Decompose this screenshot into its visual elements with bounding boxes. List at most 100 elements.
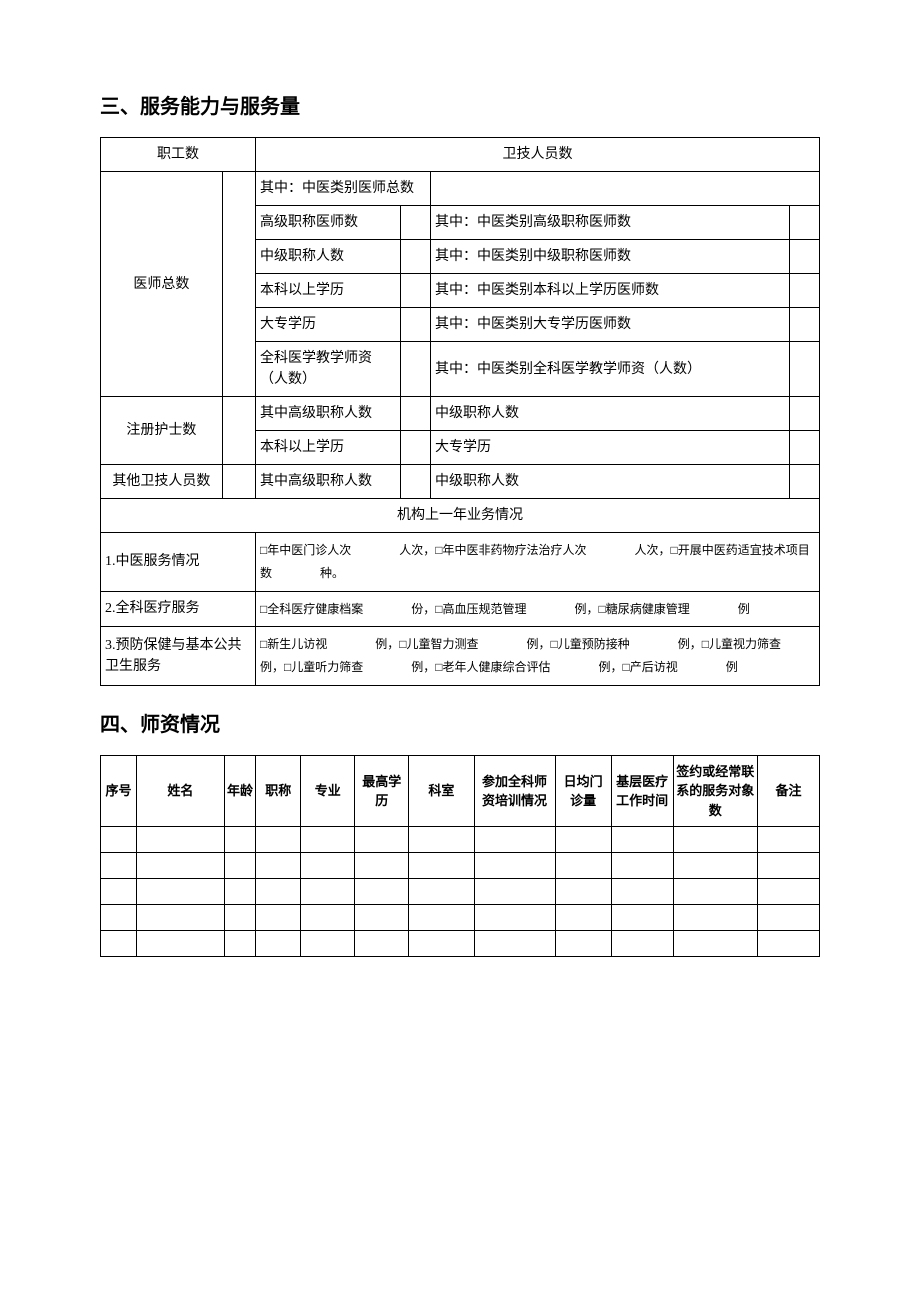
table-cell <box>224 879 256 905</box>
table-cell <box>224 931 256 957</box>
col-seq: 序号 <box>101 755 137 827</box>
doc-row5-av <box>401 342 431 397</box>
col-dept: 科室 <box>409 755 474 827</box>
biz0-text: □年中医门诊人次 人次，□年中医非药物疗法治疗人次 人次，□开展中医药适宜技术项… <box>256 533 820 592</box>
table-cell <box>611 931 673 957</box>
col-edu: 最高学历 <box>355 755 409 827</box>
table-cell <box>673 827 757 853</box>
others-bv <box>790 465 820 499</box>
table-row <box>101 905 820 931</box>
doc-row0-b <box>431 172 820 206</box>
doc-row4-bv <box>790 308 820 342</box>
table-cell <box>555 905 611 931</box>
col-age: 年龄 <box>224 755 256 827</box>
health-tech-label: 卫技人员数 <box>256 138 820 172</box>
table-cell <box>355 879 409 905</box>
table-cell <box>301 931 355 957</box>
doc-row3-a: 本科以上学历 <box>256 274 401 308</box>
table-cell <box>224 853 256 879</box>
section4-title: 四、师资情况 <box>100 708 820 737</box>
biz0-label: 1.中医服务情况 <box>101 533 256 592</box>
table-cell <box>611 827 673 853</box>
table-cell <box>673 905 757 931</box>
doc-row1-av <box>401 206 431 240</box>
others-value <box>222 465 255 499</box>
table-cell <box>101 827 137 853</box>
section3-title: 三、服务能力与服务量 <box>100 90 820 119</box>
table-cell <box>611 853 673 879</box>
table-cell <box>256 931 301 957</box>
table-cell <box>758 853 820 879</box>
table-cell <box>256 853 301 879</box>
table-cell <box>611 905 673 931</box>
table-cell <box>137 905 225 931</box>
doctors-total-value <box>222 172 255 397</box>
doc-row3-av <box>401 274 431 308</box>
doc-row5-b: 其中：中医类别全科医学教学师资（人数） <box>431 342 790 397</box>
col-contract: 签约或经常联系的服务对象数 <box>673 755 757 827</box>
biz-header: 机构上一年业务情况 <box>101 499 820 533</box>
doc-row4-av <box>401 308 431 342</box>
table-cell <box>301 827 355 853</box>
table-cell <box>611 879 673 905</box>
others-b: 中级职称人数 <box>431 465 790 499</box>
table-cell <box>474 853 555 879</box>
table-cell <box>758 905 820 931</box>
table-cell <box>256 879 301 905</box>
table-cell <box>673 879 757 905</box>
table-row <box>101 853 820 879</box>
table-cell <box>474 827 555 853</box>
doc-row3-b: 其中：中医类别本科以上学历医师数 <box>431 274 790 308</box>
table-cell <box>758 827 820 853</box>
table-cell <box>409 879 474 905</box>
table-row <box>101 931 820 957</box>
col-name: 姓名 <box>137 755 225 827</box>
doc-row0-a: 其中：中医类别医师总数 <box>256 172 431 206</box>
table-cell <box>301 879 355 905</box>
table-cell <box>355 931 409 957</box>
doc-row4-b: 其中：中医类别大专学历医师数 <box>431 308 790 342</box>
faculty-table: 序号 姓名 年龄 职称 专业 最高学历 科室 参加全科师资培训情况 日均门诊量 … <box>100 755 820 958</box>
table-cell <box>555 853 611 879</box>
nurse-row0-a: 其中高级职称人数 <box>256 397 401 431</box>
doc-row2-bv <box>790 240 820 274</box>
table-cell <box>474 879 555 905</box>
col-title: 职称 <box>256 755 301 827</box>
staff-count-label: 职工数 <box>101 138 256 172</box>
doc-row3-bv <box>790 274 820 308</box>
table-cell <box>474 905 555 931</box>
table-cell <box>409 905 474 931</box>
table-row <box>101 879 820 905</box>
faculty-header-row: 序号 姓名 年龄 职称 专业 最高学历 科室 参加全科师资培训情况 日均门诊量 … <box>101 755 820 827</box>
table-cell <box>673 931 757 957</box>
doc-row4-a: 大专学历 <box>256 308 401 342</box>
nurse-row1-b: 大专学历 <box>431 431 790 465</box>
table-cell <box>301 905 355 931</box>
nurse-row1-a: 本科以上学历 <box>256 431 401 465</box>
table-cell <box>758 879 820 905</box>
nurses-label: 注册护士数 <box>101 397 223 465</box>
table-cell <box>409 853 474 879</box>
others-av <box>401 465 431 499</box>
table-row <box>101 827 820 853</box>
doc-row1-a: 高级职称医师数 <box>256 206 401 240</box>
table-cell <box>256 905 301 931</box>
table-cell <box>409 827 474 853</box>
nurse-row1-av <box>401 431 431 465</box>
col-worktime: 基层医疗工作时间 <box>611 755 673 827</box>
biz2-text: □新生儿访视 例，□儿童智力测查 例，□儿童预防接种 例，□儿童视力筛查 例，□… <box>256 627 820 686</box>
table-cell <box>758 931 820 957</box>
nurse-row1-bv <box>790 431 820 465</box>
doc-row2-av <box>401 240 431 274</box>
col-remark: 备注 <box>758 755 820 827</box>
table-cell <box>555 827 611 853</box>
table-cell <box>224 827 256 853</box>
biz2-label: 3.预防保健与基本公共卫生服务 <box>101 627 256 686</box>
table-cell <box>301 853 355 879</box>
doc-row1-b: 其中：中医类别高级职称医师数 <box>431 206 790 240</box>
doc-row2-a: 中级职称人数 <box>256 240 401 274</box>
biz1-text: □全科医疗健康档案 份，□高血压规范管理 例，□糖尿病健康管理 例 <box>256 591 820 627</box>
table-cell <box>355 853 409 879</box>
table-cell <box>101 879 137 905</box>
table-cell <box>137 879 225 905</box>
